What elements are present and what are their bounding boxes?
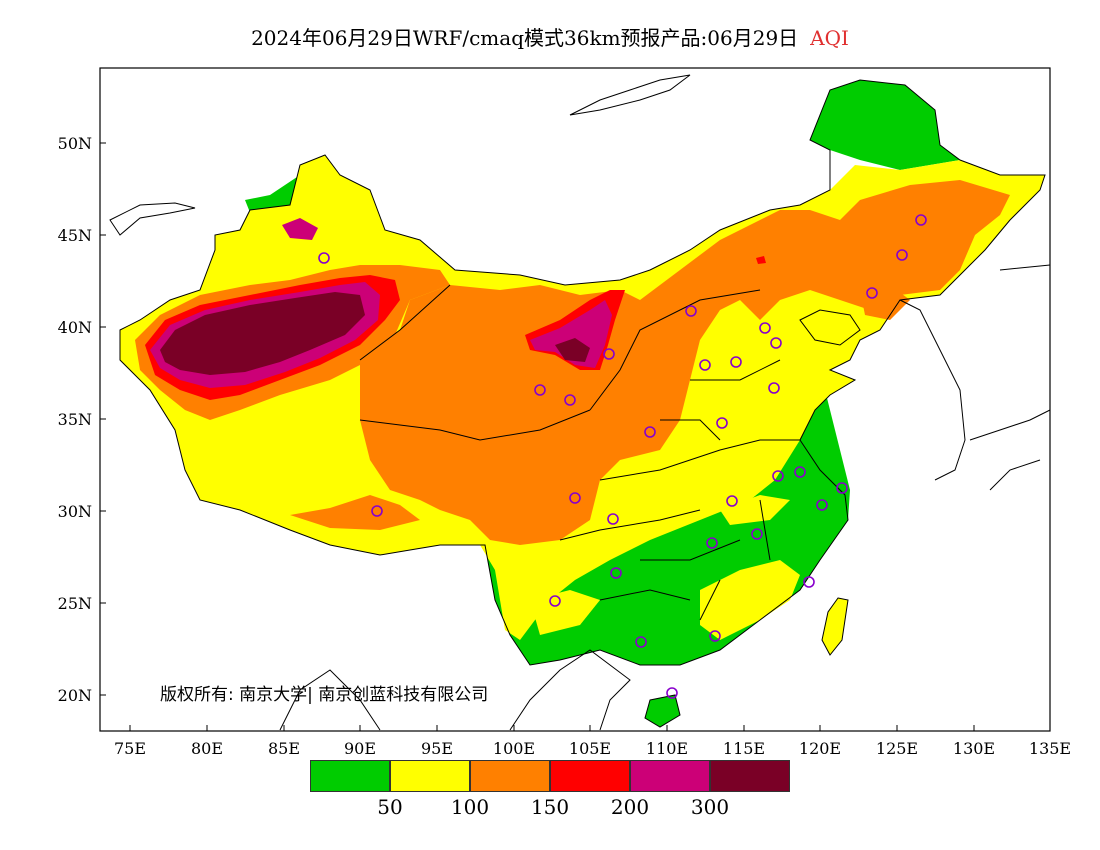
hainan-island bbox=[644, 694, 681, 728]
bohai-coast bbox=[799, 309, 861, 346]
lon-label: 110E bbox=[646, 739, 688, 758]
title-variable: AQI bbox=[810, 26, 849, 50]
lon-label: 105E bbox=[569, 739, 611, 758]
lat-label: 50N bbox=[58, 134, 92, 153]
copyright-text: 版权所有: 南京大学| 南京创蓝科技有限公司 bbox=[160, 685, 489, 705]
map-frame bbox=[99, 67, 1051, 732]
lat-label: 35N bbox=[58, 410, 92, 429]
province-lines-a bbox=[359, 284, 800, 541]
legend-label: 100 bbox=[450, 795, 490, 819]
city-marker bbox=[896, 249, 908, 261]
legend-swatch bbox=[710, 760, 790, 792]
lon-label: 95E bbox=[421, 739, 453, 758]
lon-label: 135E bbox=[1029, 739, 1071, 758]
city-marker bbox=[770, 337, 782, 349]
legend-label: 150 bbox=[530, 795, 570, 819]
title-main: 2024年06月29日WRF/cmaq模式36km预报产品:06月29日 bbox=[251, 26, 799, 50]
border-lines bbox=[109, 74, 1051, 731]
lon-label: 85E bbox=[268, 739, 300, 758]
city-marker bbox=[644, 426, 656, 438]
lat-labels: 50N 45N 40N 35N 30N 25N 20N bbox=[58, 134, 92, 705]
city-marker bbox=[564, 394, 576, 406]
legend-label: 200 bbox=[610, 795, 650, 819]
lat-label: 40N bbox=[58, 318, 92, 337]
aqi-zone-yellow-s2 bbox=[530, 590, 600, 635]
city-marker bbox=[816, 499, 828, 511]
aqi-zone-yellow-s3 bbox=[720, 495, 790, 525]
city-markers bbox=[318, 214, 927, 699]
taiwan-island bbox=[821, 597, 849, 656]
city-marker bbox=[803, 576, 815, 588]
legend-label: 50 bbox=[377, 795, 403, 819]
city-marker bbox=[726, 495, 738, 507]
aqi-zone-maroon-central bbox=[555, 338, 590, 362]
city-marker bbox=[666, 687, 678, 699]
lon-label: 120E bbox=[799, 739, 841, 758]
lon-label: 75E bbox=[114, 739, 146, 758]
city-marker bbox=[794, 466, 806, 478]
kamchatka-coast bbox=[569, 74, 691, 116]
city-marker bbox=[709, 630, 721, 642]
lon-label: 80E bbox=[191, 739, 223, 758]
legend-swatch bbox=[550, 760, 630, 792]
province-lines-b bbox=[599, 419, 771, 621]
aqi-zone-orange-sw bbox=[290, 495, 420, 530]
legend-label: 300 bbox=[690, 795, 730, 819]
aqi-zone-orange bbox=[360, 180, 1010, 545]
legend-swatch bbox=[310, 760, 390, 792]
lat-label: 45N bbox=[58, 226, 92, 245]
japan-outline bbox=[969, 264, 1051, 491]
city-marker bbox=[716, 417, 728, 429]
color-legend bbox=[310, 760, 790, 792]
caspian-coast bbox=[109, 202, 196, 236]
legend-swatch bbox=[470, 760, 550, 792]
china-outline bbox=[119, 79, 1046, 666]
city-marker bbox=[607, 513, 619, 525]
south-coast bbox=[279, 649, 631, 731]
map-title: 2024年06月29日WRF/cmaq模式36km预报产品:06月29日 AQI bbox=[0, 22, 1100, 51]
city-marker bbox=[730, 356, 742, 368]
legend-swatch bbox=[630, 760, 710, 792]
city-marker bbox=[610, 567, 622, 579]
aqi-zone-green-ne bbox=[810, 80, 960, 170]
map-content bbox=[120, 80, 1045, 728]
lat-label: 25N bbox=[58, 594, 92, 613]
lon-label: 90E bbox=[344, 739, 376, 758]
aqi-zone-magenta-n bbox=[282, 218, 318, 240]
city-marker bbox=[706, 537, 718, 549]
city-marker bbox=[569, 492, 581, 504]
city-marker bbox=[685, 305, 697, 317]
lat-label: 30N bbox=[58, 502, 92, 521]
aqi-zone-yellow-s1 bbox=[700, 560, 800, 640]
city-marker bbox=[603, 348, 615, 360]
lon-label: 100E bbox=[493, 739, 535, 758]
aqi-zone-orange-ne-patch bbox=[860, 285, 910, 320]
city-marker bbox=[318, 252, 330, 264]
lon-label: 125E bbox=[876, 739, 918, 758]
city-marker bbox=[751, 528, 763, 540]
city-marker bbox=[534, 384, 546, 396]
city-marker bbox=[772, 470, 784, 482]
city-marker bbox=[759, 322, 771, 334]
lat-label: 20N bbox=[58, 686, 92, 705]
lon-label: 115E bbox=[723, 739, 765, 758]
korea-outline bbox=[899, 299, 966, 481]
city-marker bbox=[866, 287, 878, 299]
city-marker bbox=[371, 505, 383, 517]
city-marker bbox=[549, 595, 561, 607]
lon-label: 130E bbox=[953, 739, 995, 758]
legend-swatch bbox=[390, 760, 470, 792]
axis-ticks bbox=[100, 142, 1051, 731]
city-marker bbox=[768, 382, 780, 394]
lon-labels: 75E 80E 85E 90E 95E 100E 105E 110E 115E … bbox=[114, 739, 1071, 758]
city-marker bbox=[635, 636, 647, 648]
city-marker bbox=[699, 359, 711, 371]
aqi-zone-maroon-nw bbox=[160, 292, 365, 375]
city-marker bbox=[915, 214, 927, 226]
city-marker bbox=[836, 482, 848, 494]
aqi-zone-magenta-central bbox=[530, 300, 612, 368]
aqi-zone-red-dot bbox=[756, 256, 766, 264]
